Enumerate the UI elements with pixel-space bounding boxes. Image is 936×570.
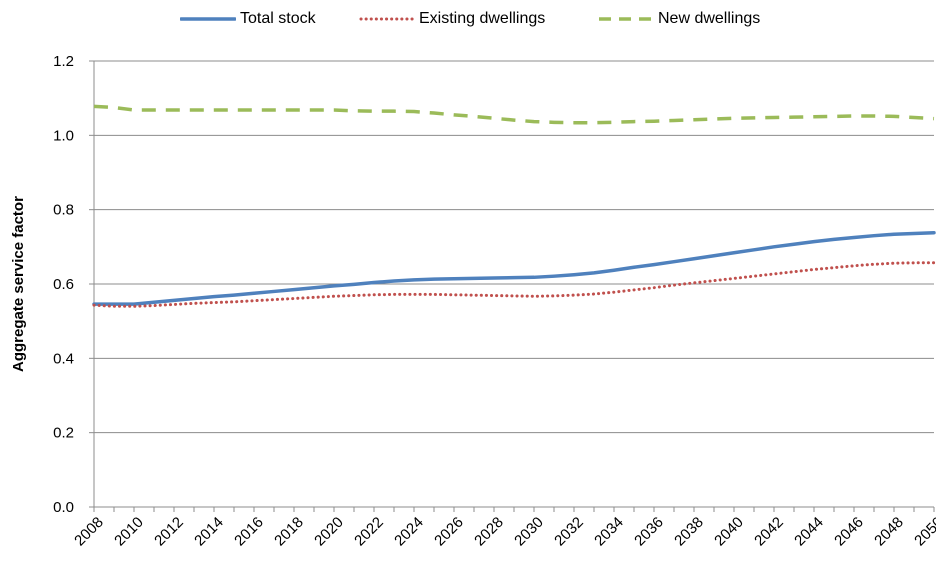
x-tick-label: 2014 xyxy=(191,514,227,550)
x-tick-label: 2036 xyxy=(631,514,667,550)
x-tick-label: 2010 xyxy=(111,514,147,550)
x-tick-label: 2048 xyxy=(871,514,907,550)
y-tick-label: 0.6 xyxy=(53,276,74,293)
x-tick-labels: 2008 2010 2012 2014 2016 2018 2020 2022 2024 2026… xyxy=(71,514,936,550)
y-tick-label: 1.2 xyxy=(53,53,74,70)
series-lines xyxy=(92,104,936,308)
series-line-existing-dwellings xyxy=(92,261,936,308)
legend: Total stock Existing dwellings New dwell… xyxy=(0,8,936,30)
x-tick-label: 2018 xyxy=(271,514,307,550)
x-tick-label: 2038 xyxy=(671,514,707,550)
legend-item-new-dwellings: New dwellings xyxy=(598,8,760,30)
x-tick-label: 2012 xyxy=(151,514,187,550)
x-tick-label: 2028 xyxy=(471,514,507,550)
x-tick-label: 2046 xyxy=(831,514,867,550)
x-tick-label: 2022 xyxy=(351,514,387,550)
y-tick-label: 0.4 xyxy=(53,350,74,367)
legend-item-existing-dwellings: Existing dwellings xyxy=(359,8,545,30)
x-tick-label: 2026 xyxy=(431,514,467,550)
legend-label-existing-dwellings: Existing dwellings xyxy=(419,10,546,27)
y-axis-title: Aggregate service factor xyxy=(10,196,27,372)
x-tick-label: 2024 xyxy=(391,514,427,550)
x-tick-label: 2008 xyxy=(71,514,107,550)
x-tick-label: 2044 xyxy=(791,514,827,550)
legend-swatch-new-dwellings xyxy=(599,17,653,21)
x-tick-label: 2040 xyxy=(711,514,747,550)
x-tick-label: 2020 xyxy=(311,514,347,550)
x-tick-label: 2042 xyxy=(751,514,787,550)
legend-swatch-total-stock xyxy=(180,17,236,21)
legend-swatch-existing-dwellings xyxy=(359,17,415,21)
x-tick-label: 2032 xyxy=(551,514,587,550)
gridlines xyxy=(94,60,934,434)
y-tick-label: 1.0 xyxy=(53,127,74,144)
series-line-new-dwellings xyxy=(93,104,935,125)
y-tick-label: 0.8 xyxy=(53,202,74,219)
x-tick-label: 2050 xyxy=(911,514,936,550)
axes xyxy=(89,60,935,512)
series-line-total-stock xyxy=(92,230,936,306)
x-tick-label: 2016 xyxy=(231,514,267,550)
y-tick-label: 0.2 xyxy=(53,425,74,442)
legend-item-total-stock: Total stock xyxy=(180,8,316,30)
x-tick-label: 2034 xyxy=(591,514,627,550)
y-tick-labels: 0.0 0.2 0.4 0.6 0.8 1.0 1.2 xyxy=(53,53,74,516)
x-tick-label: 2030 xyxy=(511,514,547,550)
y-tick-label: 0.0 xyxy=(53,499,74,516)
legend-label-new-dwellings: New dwellings xyxy=(658,10,761,27)
legend-label-total-stock: Total stock xyxy=(240,10,316,27)
